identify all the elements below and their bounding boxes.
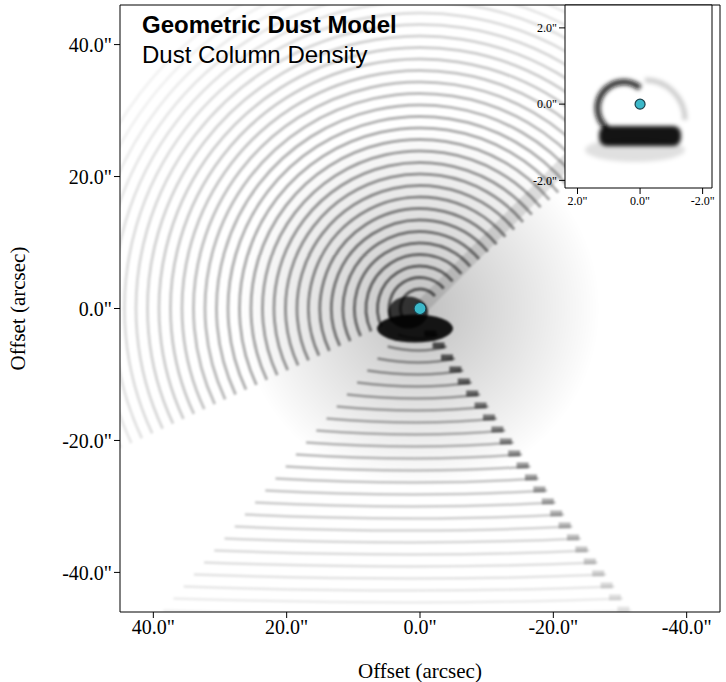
svg-text:0.0": 0.0" [79,298,112,320]
svg-text:Offset (arcsec): Offset (arcsec) [6,247,30,371]
svg-text:2.0": 2.0" [537,21,557,35]
svg-text:-2.0": -2.0" [691,194,715,208]
svg-text:-20.0": -20.0" [62,430,112,452]
svg-text:-2.0": -2.0" [533,174,557,188]
svg-text:40.0": 40.0" [132,616,175,638]
html-text:Geometric Dust Model: Geometric Dust Model [142,11,397,38]
svg-text:0.0": 0.0" [403,616,436,638]
svg-text:20.0": 20.0" [69,166,112,188]
svg-text:-20.0": -20.0" [528,616,578,638]
svg-text:0.0": 0.0" [630,194,650,208]
svg-text:-40.0": -40.0" [662,616,712,638]
html-text:Dust Column Density: Dust Column Density [142,41,368,68]
svg-text:40.0": 40.0" [69,34,112,56]
svg-text:2.0": 2.0" [568,194,588,208]
svg-text:0.0": 0.0" [537,97,557,111]
svg-text:20.0": 20.0" [265,616,308,638]
svg-text:-40.0": -40.0" [62,562,112,584]
svg-text:Offset (arcsec): Offset (arcsec) [358,659,482,682]
